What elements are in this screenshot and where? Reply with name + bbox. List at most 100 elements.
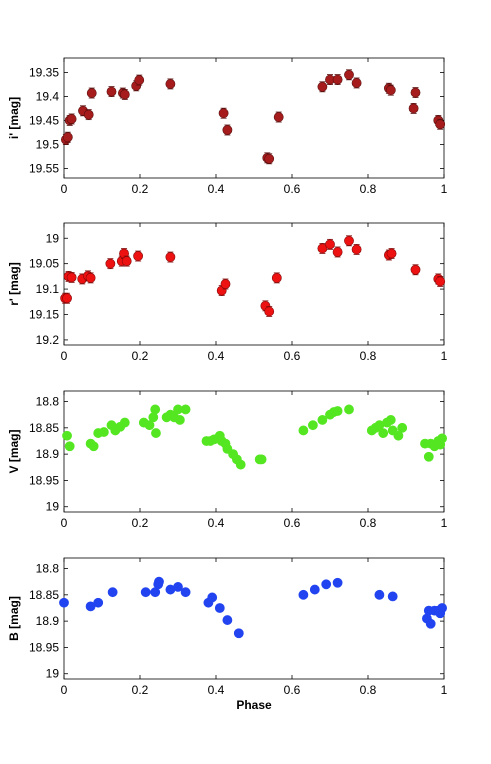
y-tick-label: 19 [46, 667, 60, 681]
x-tick-label: 1 [441, 182, 448, 196]
data-point [106, 86, 117, 97]
x-tick-label: 0.6 [284, 683, 301, 697]
panel-v-band: 0 0.2 0.4 0.6 0.8 1 18.8 18.85 18.9 18.95 19 V [mag… [7, 390, 448, 530]
data-point [351, 244, 362, 255]
y-tick-label: 19.35 [29, 65, 59, 79]
x-tick-label: 0 [61, 349, 68, 363]
x-tick-label: 0.2 [132, 516, 149, 530]
data-point [207, 592, 218, 603]
data-point [298, 425, 309, 436]
data-point [235, 459, 246, 470]
y-axis-label: V [mag] [7, 429, 21, 473]
x-tick-label: 0.6 [284, 349, 301, 363]
data-point [410, 87, 421, 98]
data-point [351, 78, 362, 88]
y-tick-label: 19.45 [29, 113, 59, 127]
data-point [317, 81, 328, 92]
panel-b-band: 0 0.2 0.4 0.6 0.8 1 18.8 18.85 18.9 18.95 19 B [mag… [7, 557, 448, 712]
data-point [321, 579, 332, 590]
x-tick-label: 1 [441, 349, 448, 363]
data-point [264, 153, 275, 164]
y-tick-label: 18.8 [36, 395, 60, 409]
data-point [140, 587, 151, 598]
data-point [174, 415, 185, 425]
plot-frame [63, 57, 445, 179]
data-point [62, 293, 72, 304]
data-point [393, 430, 404, 441]
data-point [154, 576, 164, 587]
data-point [332, 577, 343, 588]
data-point [222, 125, 233, 135]
data-point [83, 109, 94, 120]
x-axis-label: Phase [236, 698, 272, 712]
data-point [86, 88, 97, 98]
data-point [220, 279, 231, 289]
y-tick-label: 18.95 [29, 473, 59, 487]
data-point [386, 248, 397, 259]
data-point [344, 404, 354, 415]
data-point [233, 628, 244, 639]
panel-i-band: 0 0.2 0.4 0.6 0.8 1 19.35 19.4 19.45 19.5 19.55 i' … [7, 57, 448, 196]
x-tick-label: 0.8 [360, 182, 377, 196]
x-tick-label: 0.8 [360, 683, 377, 697]
data-point [180, 587, 191, 598]
data-point [165, 252, 176, 262]
data-point [105, 258, 116, 269]
data-point [298, 589, 309, 600]
data-point [99, 427, 109, 437]
data-point [317, 243, 328, 254]
data-point [85, 272, 96, 283]
data-point [437, 603, 447, 613]
y-tick-label: 19.1 [36, 282, 60, 296]
data-point [344, 69, 354, 80]
data-point [408, 103, 419, 114]
data-point [374, 589, 385, 600]
y-tick-label: 19.2 [36, 333, 60, 347]
data-point [273, 112, 284, 122]
data-point [387, 591, 398, 602]
y-axis-label: B [mag] [7, 596, 21, 641]
data-point [173, 582, 183, 592]
data-point [119, 89, 130, 100]
data-point [271, 272, 282, 283]
x-tick-label: 0.2 [132, 349, 149, 363]
data-point [59, 597, 69, 608]
data-point [134, 75, 145, 85]
plot-frame [63, 222, 445, 346]
data-point [332, 74, 343, 85]
y-tick-label: 19.4 [36, 89, 60, 103]
data-point [435, 276, 446, 287]
y-tick-label: 18.85 [29, 421, 59, 435]
y-tick-label: 18.95 [29, 640, 59, 654]
data-point [256, 454, 267, 465]
y-tick-label: 19 [46, 500, 60, 514]
data-point [151, 428, 161, 438]
data-point [93, 597, 104, 608]
data-point [133, 251, 143, 261]
y-axis-label: i' [mag] [7, 97, 21, 139]
data-point [423, 451, 434, 462]
data-point [325, 239, 335, 250]
data-point [180, 404, 191, 415]
data-point [397, 422, 408, 433]
plot-frame [63, 557, 445, 680]
x-tick-label: 0.4 [208, 349, 225, 363]
y-tick-label: 19.5 [36, 137, 60, 151]
data-point [107, 587, 118, 598]
x-tick-label: 0.8 [360, 516, 377, 530]
data-point [218, 108, 229, 119]
y-tick-label: 18.8 [36, 562, 60, 576]
x-tick-label: 1 [441, 683, 448, 697]
data-point [150, 404, 161, 415]
data-point [378, 428, 389, 438]
x-tick-label: 0.2 [132, 683, 149, 697]
x-tick-label: 0.6 [284, 516, 301, 530]
y-tick-label: 18.85 [29, 588, 59, 602]
data-point [66, 114, 77, 124]
y-tick-label: 19 [46, 231, 60, 245]
x-tick-label: 0.4 [208, 182, 225, 196]
data-point [435, 119, 446, 130]
data-point [144, 420, 155, 431]
data-point [385, 415, 396, 425]
